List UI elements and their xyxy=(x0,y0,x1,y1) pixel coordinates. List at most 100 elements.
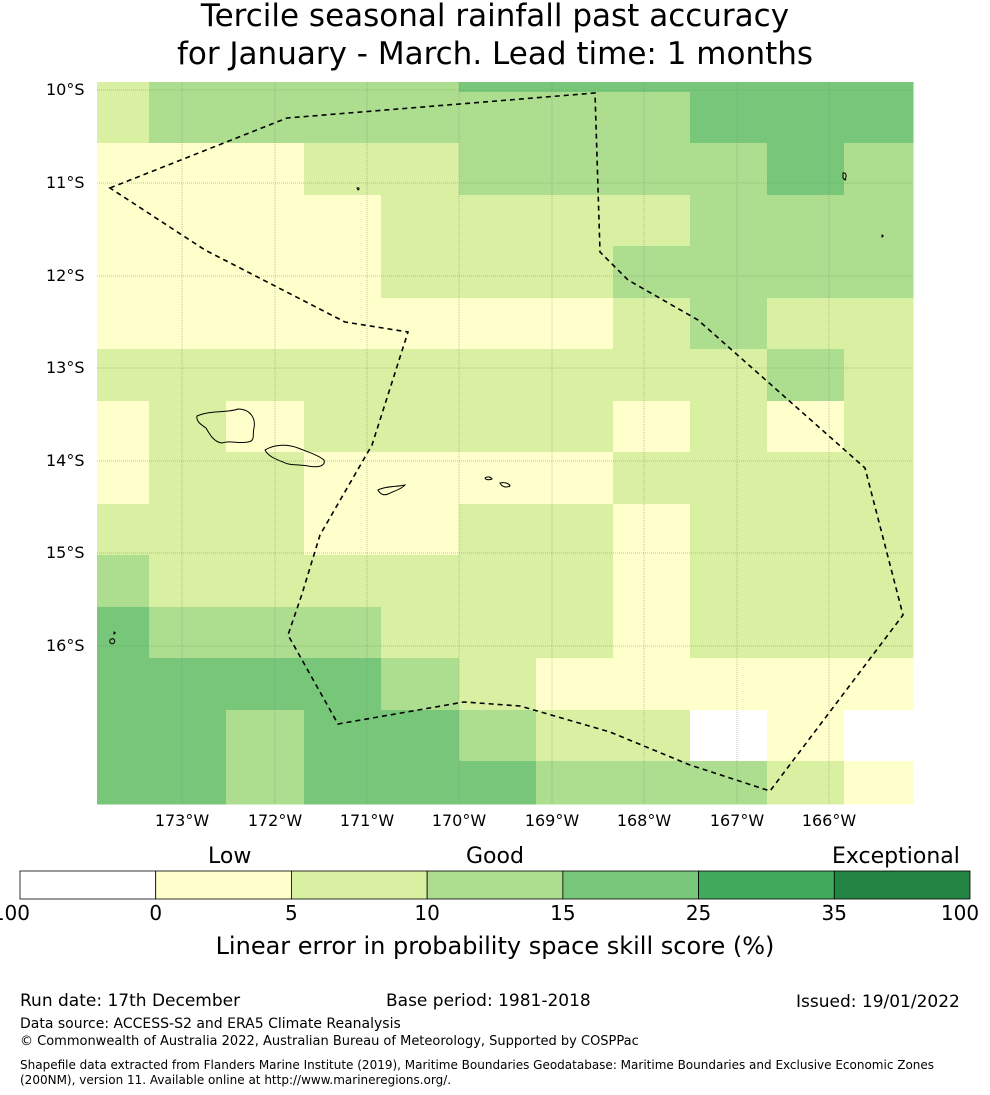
tokelau-atoll xyxy=(842,172,847,181)
grid-cell xyxy=(844,710,914,762)
grid-cell xyxy=(690,401,768,453)
grid-cell xyxy=(97,658,150,711)
longitude-label: 171°W xyxy=(339,811,395,830)
grid-cell xyxy=(536,246,614,299)
grid-cell xyxy=(690,452,768,505)
colorbar-segments xyxy=(19,870,971,900)
grid-cell xyxy=(381,246,460,299)
grid-cell xyxy=(226,607,305,659)
grid-cell xyxy=(226,143,305,196)
grid-cell xyxy=(767,607,845,659)
issued-date: Issued: 19/01/2022 xyxy=(796,992,960,1012)
latitude-label: 15°S xyxy=(46,543,85,562)
grid-cell xyxy=(459,195,537,247)
longitude-label: 168°W xyxy=(616,811,672,830)
grid-cell xyxy=(844,246,914,299)
longitude-label: 172°W xyxy=(247,811,303,830)
swains-island xyxy=(356,187,360,191)
grid-cell xyxy=(226,349,305,402)
grid-cell xyxy=(536,452,614,505)
base-period: Base period: 1981-2018 xyxy=(386,991,591,1011)
colorbar-segment xyxy=(698,870,835,900)
chart-title-line1: Tercile seasonal rainfall past accuracy xyxy=(200,0,790,34)
grid-cell xyxy=(613,143,691,196)
grid-cell xyxy=(226,298,305,350)
grid-cell xyxy=(536,555,614,608)
grid-cell xyxy=(97,298,150,350)
grid-cell xyxy=(226,555,305,608)
grid-cell xyxy=(226,195,305,247)
grid-cell xyxy=(97,504,150,556)
grid-cell xyxy=(690,143,768,196)
grid-cell xyxy=(536,82,614,93)
grid-cell xyxy=(149,761,227,805)
grid-cell xyxy=(844,298,914,350)
copyright-notice: © Commonwealth of Australia 2022, Austra… xyxy=(20,1034,639,1049)
colorbar-tick-label: 35 xyxy=(821,901,847,925)
grid-cell xyxy=(381,504,460,556)
longitude-label: 167°W xyxy=(709,811,765,830)
grid-cell xyxy=(536,761,614,805)
grid-cell xyxy=(97,246,150,299)
grid-cell xyxy=(149,298,227,350)
grid-cell xyxy=(767,246,845,299)
grid-cell xyxy=(304,143,382,196)
grid-cell xyxy=(844,761,914,805)
grid-cell xyxy=(381,298,460,350)
colorbar-tick-label: 0 xyxy=(149,901,163,925)
run-date: Run date: 17th December xyxy=(20,991,241,1011)
grid-cell xyxy=(690,761,768,805)
savaii-island xyxy=(196,408,255,444)
grid-cell xyxy=(613,555,691,608)
grid-cell xyxy=(149,555,227,608)
grid-cell xyxy=(226,504,305,556)
grid-cell xyxy=(690,710,768,762)
longitude-label: 166°W xyxy=(801,811,857,830)
grid-cell xyxy=(767,658,845,711)
grid-cell xyxy=(304,298,382,350)
colorbar-label: Linear error in probability space skill … xyxy=(215,932,775,960)
grid-cell xyxy=(381,607,460,659)
grid-cell xyxy=(613,246,691,299)
grid-cell xyxy=(304,452,382,505)
grid-cell xyxy=(226,82,305,93)
grid-cell xyxy=(613,195,691,247)
grid-cell xyxy=(767,143,845,196)
grid-cell xyxy=(304,349,382,402)
grid-cell xyxy=(767,195,845,247)
grid-cell xyxy=(149,92,227,144)
grid-cell xyxy=(767,710,845,762)
ofu-olosega-island xyxy=(484,476,493,481)
grid-cell xyxy=(226,658,305,711)
colorbar-tick-label: -100 xyxy=(0,901,30,925)
grid-cell xyxy=(613,82,691,93)
grid-cell xyxy=(613,401,691,453)
grid-cell xyxy=(613,607,691,659)
chart-title-line2: for January - March. Lead time: 1 months xyxy=(176,36,814,72)
grid-cell xyxy=(690,658,768,711)
tau-island xyxy=(499,482,511,488)
colorbar-segment xyxy=(562,870,699,900)
grid-cell xyxy=(536,504,614,556)
grid-cell xyxy=(304,92,382,144)
grid-cell xyxy=(381,658,460,711)
grid-cell xyxy=(844,504,914,556)
island-outlines xyxy=(109,172,884,645)
grid-cell xyxy=(613,761,691,805)
data-source: Data source: ACCESS-S2 and ERA5 Climate … xyxy=(20,1016,401,1032)
grid-cell xyxy=(226,761,305,805)
category-exceptional: Exceptional xyxy=(832,844,960,869)
grid-cell xyxy=(226,401,305,453)
grid-cell xyxy=(844,82,914,93)
latitude-label: 10°S xyxy=(46,80,85,99)
eez-boundary xyxy=(108,92,904,792)
grid-cell xyxy=(536,195,614,247)
tutuila-island xyxy=(377,484,407,496)
grid-cell xyxy=(767,298,845,350)
grid-cell xyxy=(844,658,914,711)
grid-cell xyxy=(149,710,227,762)
grid-cell xyxy=(149,246,227,299)
tokelau-atoll-2 xyxy=(881,234,884,238)
grid-cell xyxy=(97,195,150,247)
